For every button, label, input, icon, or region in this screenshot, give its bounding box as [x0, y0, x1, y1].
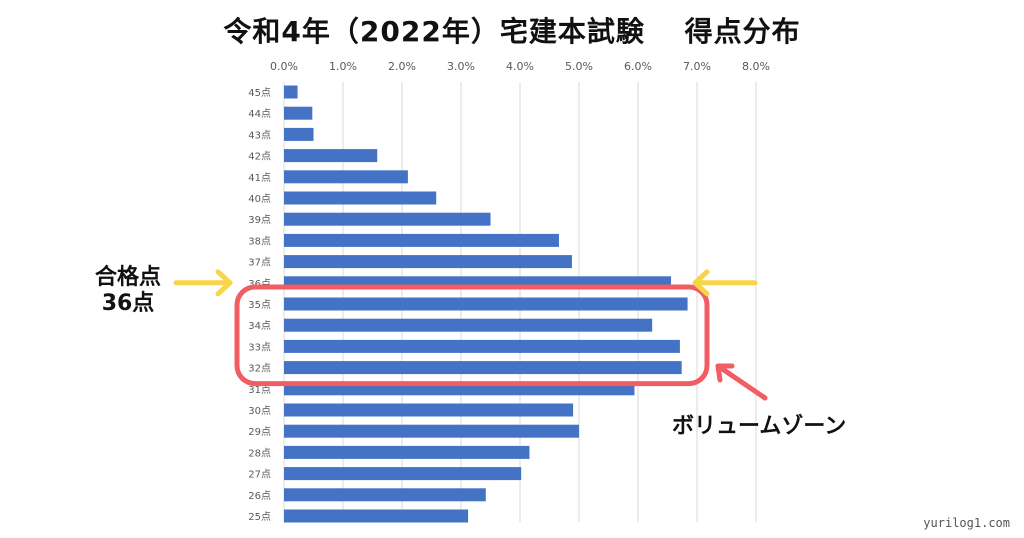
volume-zone-highlight-box [234, 284, 710, 387]
y-category-label: 43点 [248, 129, 271, 141]
x-tick-label: 5.0% [565, 60, 593, 73]
bar [284, 255, 572, 269]
bar [284, 403, 574, 417]
pass-line-arrow-right-icon [692, 269, 758, 297]
y-category-label: 45点 [248, 87, 271, 99]
y-category-label: 31点 [248, 384, 271, 396]
pass-line-arrow-left-icon [173, 269, 233, 297]
x-tick-label: 3.0% [447, 60, 475, 73]
site-watermark: yurilog1.com [923, 516, 1010, 530]
bar [284, 509, 469, 523]
bar [284, 127, 314, 141]
y-category-label: 33点 [248, 341, 271, 353]
bar [284, 212, 491, 226]
y-category-label: 30点 [248, 405, 271, 417]
bar [284, 488, 486, 502]
x-tick-label: 7.0% [683, 60, 711, 73]
bars [284, 85, 688, 523]
bar [284, 297, 688, 311]
y-category-label: 28点 [248, 447, 271, 459]
pass-line-label: 合格点 [94, 265, 161, 290]
y-category-label: 25点 [248, 511, 271, 523]
y-category-label: 42点 [248, 151, 271, 163]
y-category-label: 26点 [248, 490, 271, 502]
bar [284, 191, 437, 205]
y-category-label: 37点 [248, 257, 271, 269]
bar [284, 424, 579, 438]
x-tick-label: 8.0% [742, 60, 770, 73]
x-axis-ticks: 0.0% 1.0% 2.0% 3.0% 4.0% 5.0% 6.0% 7.0% 8.0% [270, 60, 770, 73]
y-category-label: 41点 [248, 172, 271, 184]
x-tick-label: 4.0% [506, 60, 534, 73]
x-tick-label: 0.0% [270, 60, 298, 73]
y-category-label: 40点 [248, 193, 271, 205]
volume-zone-arrow-icon [715, 363, 768, 401]
y-axis-categories: 45点44点43点42点41点40点39点38点37点36点35点34点33点3… [248, 87, 271, 523]
bar [284, 149, 378, 163]
bar [284, 85, 298, 99]
volume-zone-label: ボリュームゾーン [672, 414, 847, 439]
y-category-label: 32点 [248, 363, 271, 375]
bar [284, 318, 653, 332]
y-category-label: 39点 [248, 214, 271, 226]
y-category-label: 29点 [248, 426, 271, 438]
bar [284, 445, 530, 459]
bar [284, 106, 313, 120]
y-category-label: 44点 [248, 108, 271, 120]
bar [284, 467, 522, 481]
y-category-label: 35点 [248, 299, 271, 311]
bar [284, 170, 408, 184]
y-category-label: 27点 [248, 469, 271, 481]
bar [284, 233, 559, 247]
chart-title: 令和4年（2022年）宅建本試験 得点分布 [223, 15, 801, 48]
bar [284, 339, 680, 353]
x-tick-label: 1.0% [329, 60, 357, 73]
bar [284, 361, 682, 375]
y-category-label: 34点 [248, 320, 271, 332]
y-category-label: 38点 [248, 235, 271, 247]
x-tick-label: 6.0% [624, 60, 652, 73]
annotations-overlay [173, 269, 768, 401]
x-tick-label: 2.0% [388, 60, 416, 73]
pass-score-label: 36点 [101, 291, 155, 316]
